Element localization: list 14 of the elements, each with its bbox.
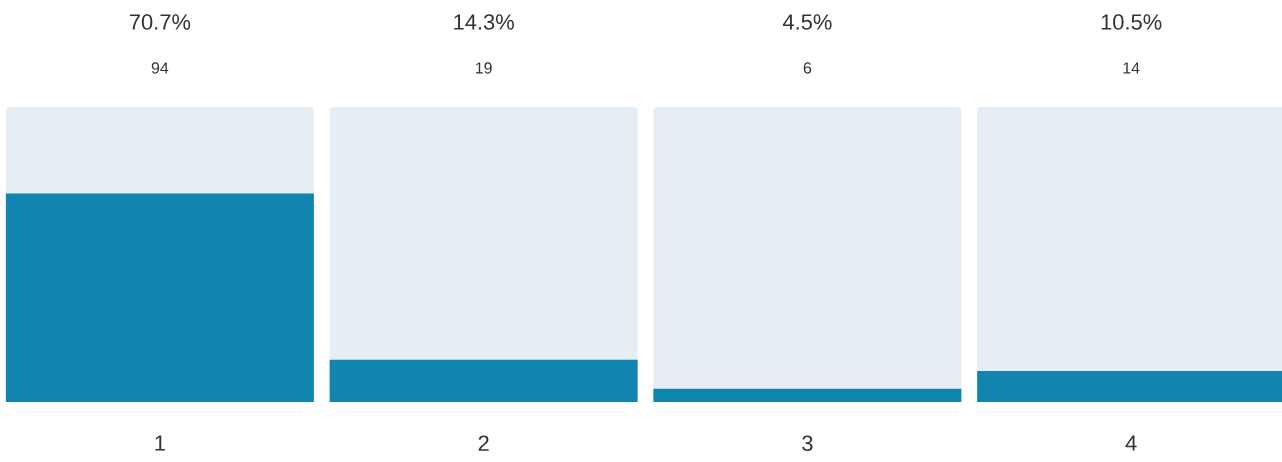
- x-tick-label: 2: [478, 435, 489, 451]
- bar: [329, 359, 638, 402]
- bar: [653, 388, 962, 402]
- data-label: 4.5%: [782, 14, 832, 30]
- text: 94: [151, 62, 169, 74]
- text: 19: [475, 62, 492, 74]
- text: 14: [1123, 62, 1140, 74]
- x-tick-label: 1: [155, 435, 165, 451]
- data-label: 14.3%: [454, 14, 514, 30]
- text: 6: [803, 62, 812, 74]
- data-label: 70.7%: [129, 14, 191, 30]
- x-tick-label: 3: [802, 435, 813, 452]
- x-tick-label: 4: [1125, 435, 1137, 451]
- data-label: 10.5%: [1101, 14, 1162, 30]
